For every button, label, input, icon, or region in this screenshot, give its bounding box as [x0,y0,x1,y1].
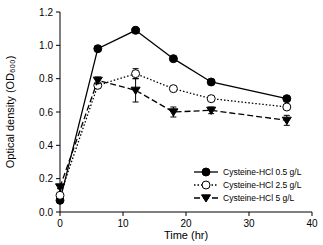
legend: Cysteine-HCl 0.5 g/L Cysteine-HCl 2.5 g/L… [194,167,302,203]
legend-label: Cysteine-HCl 0.5 g/L [223,167,302,177]
series-line [60,74,287,196]
x-tick-label: 10 [117,218,129,229]
data-point [169,55,177,63]
y-tick [56,145,60,146]
y-tick-label: 0.0 [39,207,53,218]
x-tick-label: 0 [57,218,63,229]
x-tick [249,212,250,216]
error-bar-cap [133,68,139,69]
data-point [207,95,215,103]
legend-marker [202,168,210,176]
data-point [207,107,216,114]
y-tick-label: 0.4 [39,140,53,151]
data-point [169,109,178,116]
plot-area [56,26,292,204]
data-point [282,117,291,124]
data-point [56,184,65,191]
chart: 0 10 20 30 40 0.0 0.2 0.4 0.6 0.8 1.0 1.2 Time (hr) O… [0,0,323,245]
x-tick-label: 30 [243,218,255,229]
y-tick-label: 1.0 [39,40,53,51]
data-point [207,78,215,86]
y-tick-label: 0.8 [39,73,53,84]
data-point [94,45,102,53]
x-tick-label: 20 [180,218,192,229]
x-tick [312,212,313,216]
y-tick [56,112,60,113]
y-tick [56,212,60,213]
legend-marker [202,195,211,202]
y-tick [56,12,60,13]
data-point [132,26,140,34]
legend-label: Cysteine-HCl 5 g/L [223,193,295,203]
data-point [56,191,64,199]
y-tick-label: 1.2 [39,7,53,18]
error-bar-cap [133,78,139,79]
data-point [283,95,291,103]
error-bar [133,69,139,79]
y-tick-label: 0.2 [39,173,53,184]
y-tick-label: 0.6 [39,107,53,118]
y-tick [56,78,60,79]
x-tick [186,212,187,216]
error-bar-cap [133,102,139,103]
data-point [169,85,177,93]
x-tick [123,212,124,216]
x-tick [60,212,61,216]
data-point [93,77,102,84]
legend-marker [202,181,210,189]
y-tick [56,178,60,179]
y-tick [56,45,60,46]
error-bar-cap [284,115,290,116]
data-point [132,70,140,78]
error-bar-cap [170,107,176,108]
error-bar-cap [133,78,139,79]
x-tick-label: 40 [306,218,318,229]
y-axis-label: Optical density (OD₆₀₀) [4,56,16,169]
x-axis-label: Time (hr) [164,229,208,241]
data-point [283,103,291,111]
data-point [131,87,140,94]
legend-label: Cysteine-HCl 2.5 g/L [223,180,302,190]
